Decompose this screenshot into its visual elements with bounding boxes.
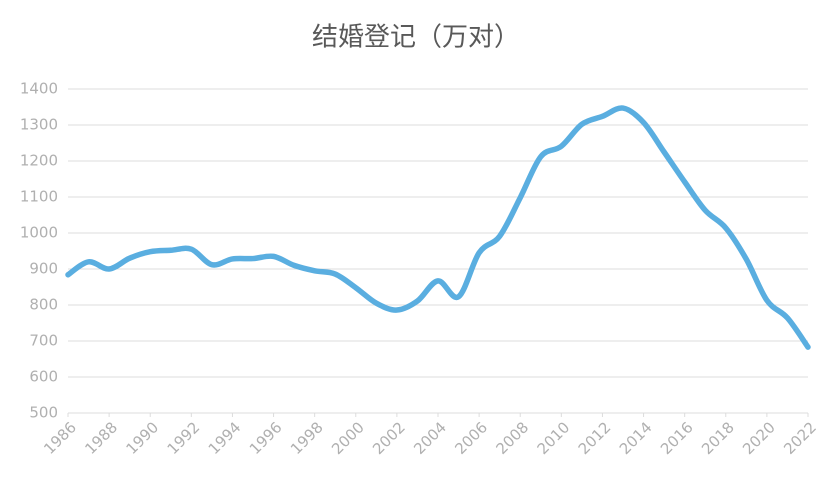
y-tick-label: 900 bbox=[29, 260, 58, 278]
y-tick-label: 1200 bbox=[20, 152, 58, 170]
x-tick-label: 1994 bbox=[205, 418, 245, 458]
x-tick-label: 1992 bbox=[164, 418, 204, 458]
x-tick-label: 1998 bbox=[287, 418, 327, 458]
x-tick-label: 2008 bbox=[493, 418, 533, 458]
x-tick-label: 2016 bbox=[657, 418, 697, 458]
x-tick-label: 2018 bbox=[698, 418, 738, 458]
x-tick-label: 1988 bbox=[81, 418, 121, 458]
x-tick-label: 2002 bbox=[369, 418, 409, 458]
chart-title: 结婚登记（万对） bbox=[312, 23, 520, 53]
x-tick-label: 2020 bbox=[739, 418, 779, 458]
y-tick-label: 800 bbox=[29, 296, 58, 314]
y-tick-label: 600 bbox=[29, 368, 58, 386]
y-tick-label: 1100 bbox=[20, 188, 58, 206]
y-tick-label: 1300 bbox=[20, 116, 58, 134]
x-tick-label: 2014 bbox=[616, 418, 656, 458]
x-tick-label: 2010 bbox=[534, 418, 574, 458]
y-tick-label: 700 bbox=[29, 332, 58, 350]
y-tick-label: 500 bbox=[29, 404, 58, 422]
x-tick-label: 1990 bbox=[123, 418, 163, 458]
x-tick-label: 2012 bbox=[575, 418, 615, 458]
x-tick-label: 2000 bbox=[328, 418, 368, 458]
data-line bbox=[65, 105, 811, 350]
y-tick-label: 1000 bbox=[20, 224, 58, 242]
x-tick-label: 2022 bbox=[780, 418, 820, 458]
x-tick-label: 2006 bbox=[451, 418, 491, 458]
x-tick-label: 2004 bbox=[410, 418, 450, 458]
x-tick-label: 1996 bbox=[246, 418, 286, 458]
y-tick-label: 1400 bbox=[20, 80, 58, 98]
x-tick-label: 1986 bbox=[40, 418, 80, 458]
